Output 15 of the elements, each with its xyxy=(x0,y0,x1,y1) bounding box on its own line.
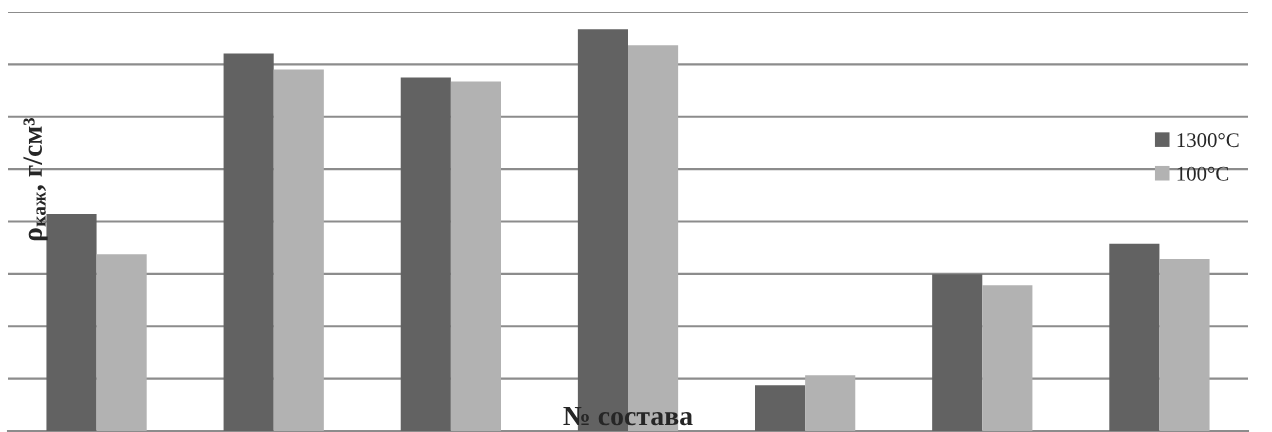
bar xyxy=(223,53,274,431)
bar xyxy=(755,385,806,431)
bar xyxy=(1159,259,1210,431)
y-axis-title: ρ$_{каж}$, г/см³ xyxy=(23,118,48,241)
bar xyxy=(805,375,856,431)
bar xyxy=(932,274,983,431)
bar xyxy=(273,69,324,431)
bar xyxy=(96,254,147,431)
bar xyxy=(46,214,97,431)
bar xyxy=(1109,243,1160,431)
bar xyxy=(400,77,451,431)
bar xyxy=(450,81,501,431)
legend-label: 1300°C xyxy=(1177,133,1239,148)
legend-label: 100°C xyxy=(1177,166,1229,181)
bar xyxy=(982,285,1033,431)
